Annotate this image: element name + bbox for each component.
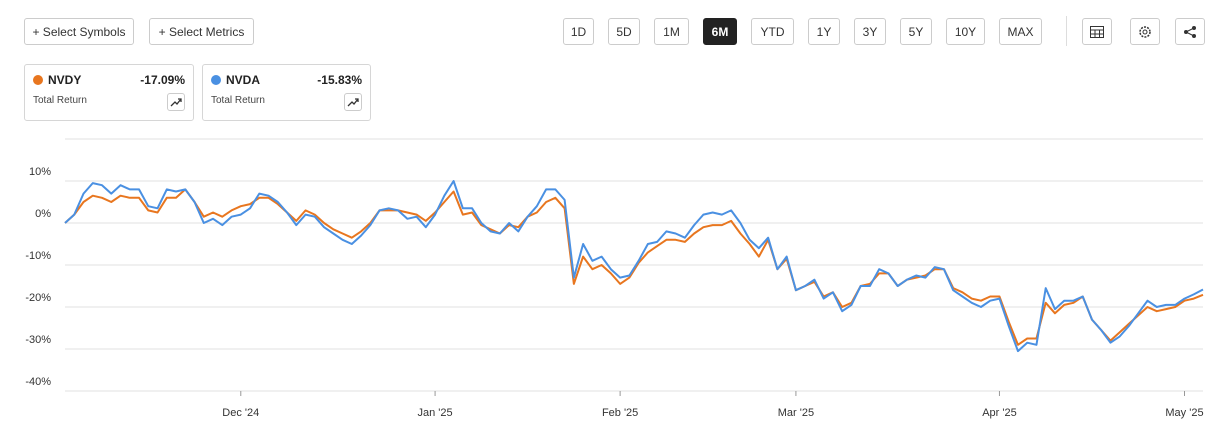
trend-icon [170,98,182,107]
trend-button[interactable] [167,93,185,111]
range-button[interactable]: 1M [654,18,689,45]
legend-card: NVDA -15.83% Total Return [202,64,371,121]
legend-card: NVDY -17.09% Total Return [24,64,194,121]
legend-name: NVDY [48,73,82,87]
share-icon [1184,25,1196,38]
range-button[interactable]: MAX [999,18,1042,45]
range-button[interactable]: 1Y [808,18,840,45]
legend-swatch [211,75,221,85]
total-return: -15.83% [317,73,362,87]
legend-swatch [33,75,43,85]
y-tick-label: -10% [25,250,51,262]
y-tick-label: 10% [29,166,51,178]
x-tick-label: Jan '25 [418,407,453,419]
x-tick-label: Dec '24 [222,407,259,419]
total-return-title: Total Return [33,95,87,106]
settings-button[interactable] [1130,18,1160,45]
series-line [64,188,1204,346]
y-tick-label: -20% [25,292,51,304]
legend-name-row: NVDA [211,73,260,87]
range-button[interactable]: 1D [563,18,594,45]
divider [1066,16,1067,46]
total-return: -17.09% [140,73,185,87]
table-icon [1090,25,1104,38]
range-button[interactable]: 3Y [854,18,886,45]
y-tick-label: -30% [25,334,51,346]
range-button[interactable]: YTD [751,18,794,45]
x-tick-label: Feb '25 [602,407,638,419]
series-line [64,180,1204,353]
range-button[interactable]: 5Y [900,18,932,45]
trend-button[interactable] [344,93,362,111]
x-tick-label: Apr '25 [982,407,1017,419]
y-tick-label: 0% [35,208,51,220]
range-button[interactable]: 5D [608,18,640,45]
share-button[interactable] [1175,18,1205,45]
table-button[interactable] [1082,18,1112,45]
x-tick-label: Mar '25 [778,407,814,419]
trend-icon [347,98,359,107]
range-button[interactable]: 6M [703,18,737,45]
total-return-title: Total Return [211,95,265,106]
legend-name-row: NVDY [33,73,81,87]
y-tick-label: -40% [25,376,51,388]
x-tick-label: May '25 [1165,407,1203,419]
legend-name: NVDA [226,73,261,87]
range-button[interactable]: 10Y [946,18,985,45]
select-symbols-button[interactable]: + Select Symbols [24,18,134,45]
select-metrics-button[interactable]: + Select Metrics [149,18,254,45]
gear-icon [1139,25,1151,38]
